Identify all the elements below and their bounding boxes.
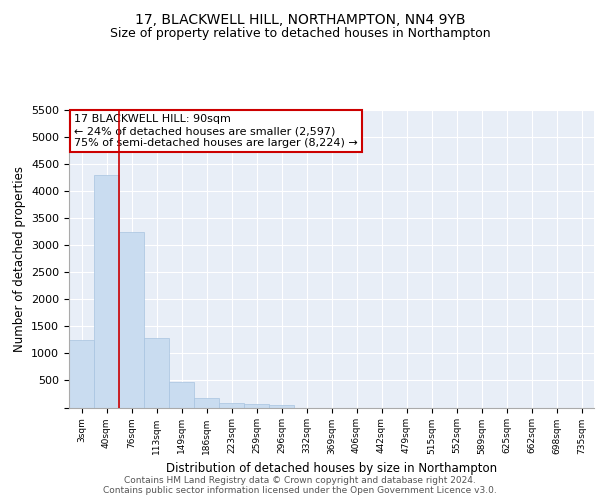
X-axis label: Distribution of detached houses by size in Northampton: Distribution of detached houses by size … bbox=[166, 462, 497, 475]
Text: Contains HM Land Registry data © Crown copyright and database right 2024.
Contai: Contains HM Land Registry data © Crown c… bbox=[103, 476, 497, 495]
Bar bbox=[69, 340, 94, 407]
Bar bbox=[119, 232, 144, 408]
Bar bbox=[219, 402, 244, 407]
Y-axis label: Number of detached properties: Number of detached properties bbox=[13, 166, 26, 352]
Bar bbox=[269, 406, 294, 407]
Bar bbox=[94, 175, 119, 408]
Text: Size of property relative to detached houses in Northampton: Size of property relative to detached ho… bbox=[110, 28, 490, 40]
Bar bbox=[144, 338, 169, 407]
Bar bbox=[169, 382, 194, 407]
Text: 17 BLACKWELL HILL: 90sqm
← 24% of detached houses are smaller (2,597)
75% of sem: 17 BLACKWELL HILL: 90sqm ← 24% of detach… bbox=[74, 114, 358, 148]
Bar bbox=[244, 404, 269, 407]
Text: 17, BLACKWELL HILL, NORTHAMPTON, NN4 9YB: 17, BLACKWELL HILL, NORTHAMPTON, NN4 9YB bbox=[135, 12, 465, 26]
Bar bbox=[194, 398, 219, 407]
